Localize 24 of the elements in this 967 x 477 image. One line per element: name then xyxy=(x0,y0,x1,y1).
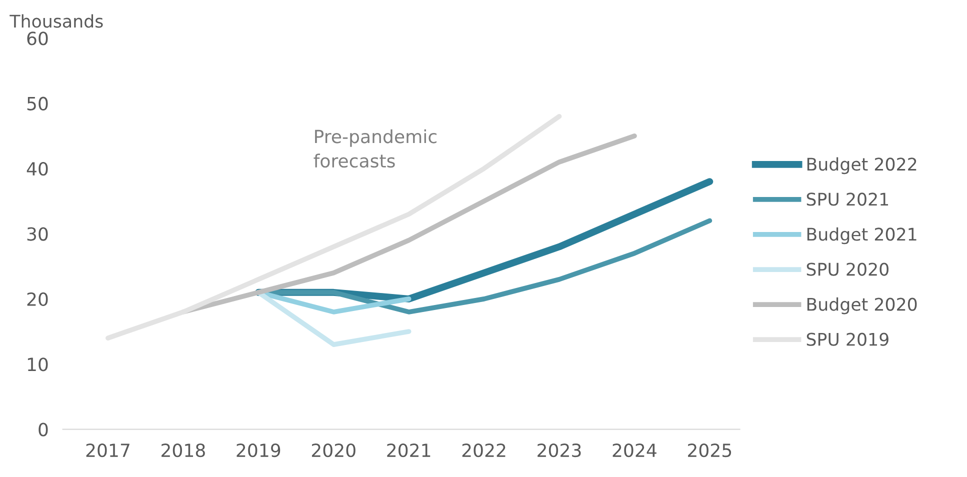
x-tick-label: 2018 xyxy=(162,444,205,458)
y-tick-label: 40 xyxy=(26,162,48,176)
x-tick-label: 2022 xyxy=(462,444,506,458)
y-tick-label: 10 xyxy=(28,358,48,372)
y-tick-label: 50 xyxy=(27,96,48,110)
legend-label: Budget 2021 xyxy=(807,227,916,244)
legend-label: SPU 2020 xyxy=(806,262,888,276)
annotation: Pre-pandemic forecasts xyxy=(314,129,436,168)
y-tick-label: 20 xyxy=(27,292,48,306)
x-tick-label: 2019 xyxy=(236,444,280,458)
x-tick-label: 2023 xyxy=(538,444,581,458)
x-tick-label: 2020 xyxy=(312,444,356,458)
legend-label: SPU 2019 xyxy=(806,332,888,346)
x-tick-label: 2017 xyxy=(86,444,130,458)
legend-label: Budget 2020 xyxy=(807,297,917,314)
x-tick-label: 2021 xyxy=(387,444,430,458)
y-tick-label: 60 xyxy=(27,32,48,46)
x-tick-label: 2024 xyxy=(612,444,656,458)
legend-label: Budget 2022 xyxy=(807,157,916,174)
y-tick-label: 30 xyxy=(27,227,48,241)
legend-label: SPU 2021 xyxy=(806,192,888,206)
y-axis-title: Thousands xyxy=(10,14,103,28)
y-tick-label: 0 xyxy=(38,422,48,436)
x-tick-label: 2025 xyxy=(688,444,732,458)
